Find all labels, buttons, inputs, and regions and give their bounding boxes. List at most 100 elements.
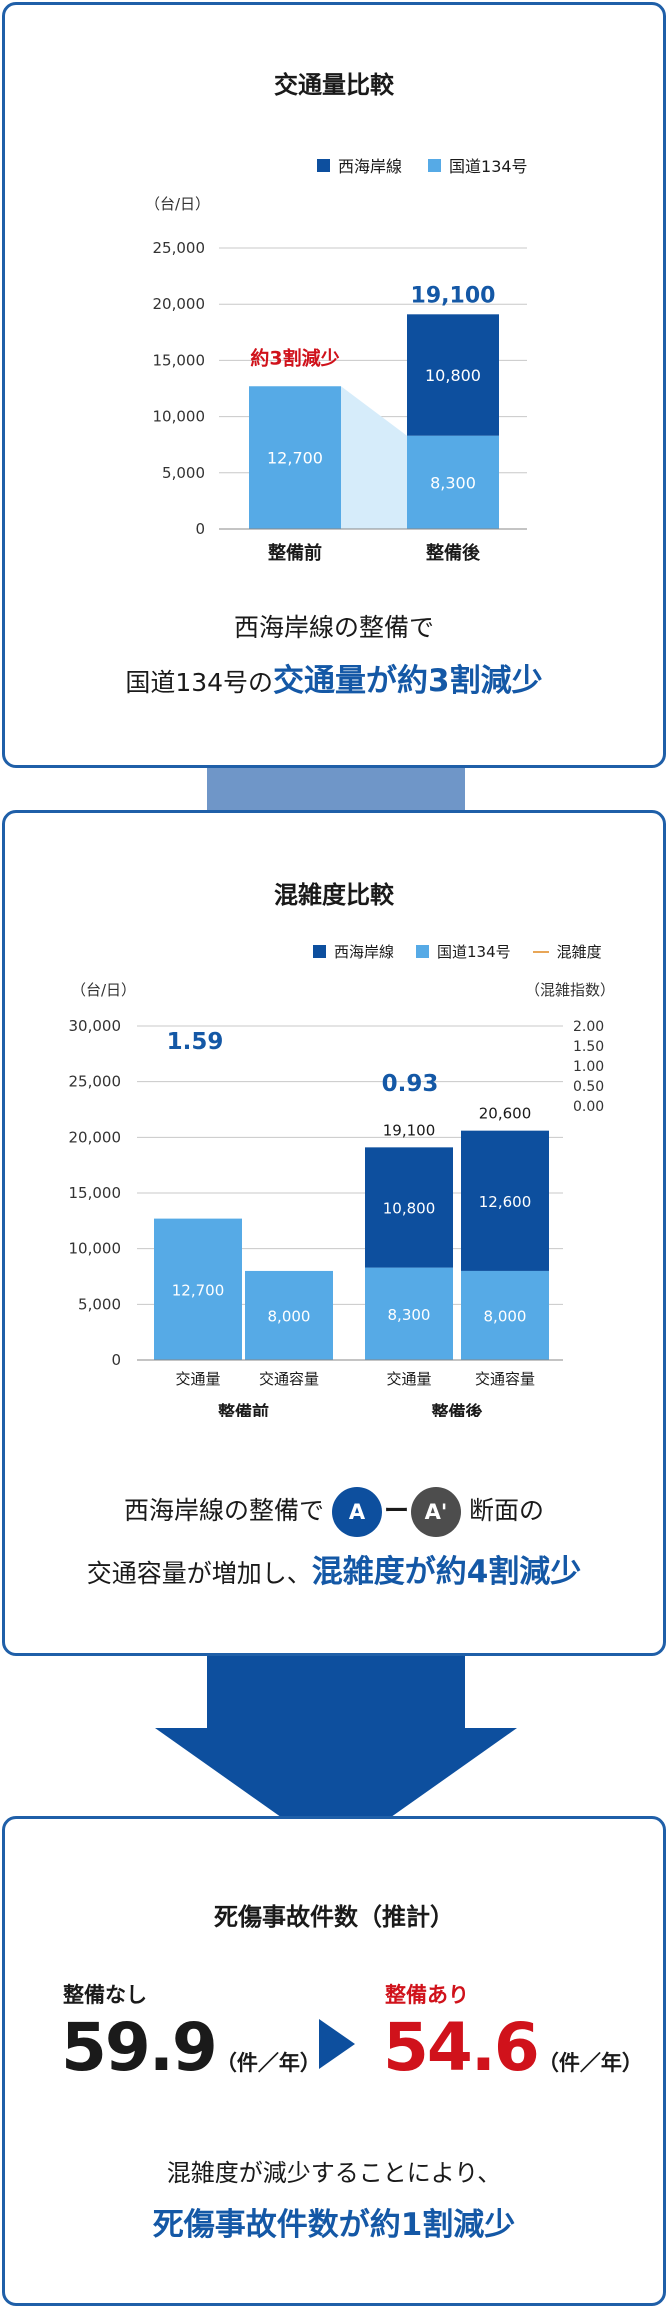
congestion-bar-chart: （台/日） （混雑指数） 0 5,000 10,000 15,000 20,000 25,00…: [69, 981, 616, 1417]
y-axis-unit-label: （台/日）: [71, 981, 136, 999]
section-marker-a: A: [331, 1487, 382, 1537]
traffic-bar-chart: （台/日） 0 5,000 10,000 15,000 20,000 25,000 12,70…: [145, 195, 527, 564]
caption-text: 国道134号の: [125, 668, 274, 697]
bar-segment-route134: [407, 435, 499, 529]
legend-label: 国道134号: [449, 157, 528, 176]
y2-tick-label: 0.00: [573, 1099, 604, 1115]
bar-total-label: 19,100: [411, 283, 496, 308]
x-category-label: 交通容量: [475, 1370, 535, 1388]
before-value: 59.9: [61, 2009, 218, 2086]
y-tick-label: 0: [111, 1351, 121, 1369]
legend-swatch-dark-blue: [317, 158, 330, 172]
panel3-title: 死傷事故件数（推計）: [214, 1903, 454, 1931]
legend-label: 西海岸線: [334, 943, 395, 961]
y-axis-unit-label: （台/日）: [145, 195, 210, 213]
x-group-label: 整備後: [432, 1402, 484, 1417]
panel2-caption-line2: 交通容量が増加し、混雑度が約4割減少: [5, 1546, 663, 1591]
y2-tick-label: 0.50: [573, 1079, 604, 1095]
accident-estimate-panel: 死傷事故件数（推計） 整備なし 59.9（件／年） 整備あり 54.6（件／年）…: [2, 1816, 666, 2306]
x-category-label: 整備前: [267, 542, 322, 564]
bar-segment-west-coast: [365, 1147, 453, 1268]
y-tick-label: 25,000: [69, 1073, 122, 1091]
y-tick-label: 15,000: [69, 1184, 122, 1202]
after-value-block: 54.6（件／年）: [383, 2009, 643, 2086]
legend-swatch-dark-blue: [313, 945, 326, 958]
y-tick-label: 5,000: [78, 1295, 121, 1313]
bar-value-label: 10,800: [425, 366, 481, 385]
bar-segment-route134: [245, 1270, 333, 1360]
x-group-label: 整備前: [218, 1402, 269, 1417]
y-tick-label: 0: [195, 520, 205, 538]
x-category-label: 交通容量: [259, 1370, 319, 1388]
congestion-comparison-panel: 混雑度比較 西海岸線 国道134号 混雑度 （台/日） （混雑指数） 0 5,000 1…: [2, 810, 666, 1656]
bar-value-label: 12,700: [172, 1281, 225, 1299]
legend-label: 国道134号: [437, 943, 511, 961]
panel1-caption-line1: 西海岸線の整備で: [233, 613, 434, 642]
bar-value-label: 8,300: [430, 473, 476, 492]
panel3-caption-line2: 死傷事故件数が約1割減少: [152, 2207, 516, 2243]
unit-label: （件／年）: [537, 2051, 643, 2075]
caption-highlight: 交通量が約3割減少: [273, 663, 543, 699]
chart1-title: 交通量比較: [274, 71, 394, 99]
after-label: 整備あり: [385, 1983, 469, 2007]
y-tick-label: 15,000: [153, 351, 206, 369]
before-label: 整備なし: [63, 1983, 147, 2007]
bar-segment-west-coast: [461, 1130, 549, 1271]
congestion-value-after: 0.93: [382, 1071, 439, 1097]
section-marker-a-prime: A': [411, 1487, 461, 1537]
legend-line-swatch: [532, 950, 549, 953]
bar-value-label: 8,300: [388, 1306, 431, 1324]
bar-segment-route134: [365, 1267, 453, 1360]
bar-segment-route134: [461, 1270, 549, 1360]
y-tick-label: 20,000: [69, 1128, 122, 1146]
legend-label: 混雑度: [556, 943, 602, 961]
traffic-comparison-panel: 交通量比較 西海岸線 国道134号 （台/日） 0 5,000 10,000 15,00…: [2, 2, 666, 768]
y2-tick-label: 2.00: [573, 1019, 604, 1035]
panel2-caption-line1: 西海岸線の整備で A ー A' 断面の: [5, 1485, 663, 1537]
bar-total-label: 20,600: [479, 1105, 532, 1123]
bar-value-label: 12,600: [479, 1193, 532, 1211]
triangle-right-icon: [319, 2019, 355, 2069]
y-tick-label: 20,000: [153, 295, 206, 313]
congestion-value-before: 1.59: [167, 1029, 224, 1055]
y2-tick-label: 1.50: [573, 1039, 604, 1055]
y2-axis-unit-label: （混雑指数）: [525, 981, 615, 999]
y-tick-label: 10,000: [153, 408, 206, 426]
caption-text: 断面の: [468, 1496, 544, 1525]
bar-value-label: 10,800: [383, 1199, 436, 1217]
panel-connector: [207, 768, 465, 811]
bar-value-label: 8,000: [484, 1307, 527, 1325]
x-category-label: 交通量: [386, 1370, 431, 1388]
before-value-block: 59.9（件／年）: [61, 2009, 321, 2086]
after-value: 54.6: [383, 2009, 540, 2086]
y-tick-label: 10,000: [69, 1240, 122, 1258]
bar-segment-west-coast: [407, 314, 499, 436]
y-tick-label: 5,000: [162, 464, 205, 482]
panel3-caption-line1: 混雑度が減少することにより、: [166, 2159, 502, 2187]
panel1-caption-line2: 国道134号の交通量が約3割減少: [5, 655, 663, 700]
x-category-label: 整備後: [425, 542, 481, 564]
caption-text: 西海岸線の整備で: [124, 1496, 325, 1525]
down-arrow-icon: [155, 1656, 517, 1856]
bar-segment-route134: [154, 1218, 242, 1360]
y-tick-label: 30,000: [69, 1017, 122, 1035]
y-tick-label: 25,000: [153, 239, 206, 257]
legend-label: 西海岸線: [338, 157, 403, 176]
bar-value-label: 12,700: [267, 449, 323, 468]
legend-swatch-light-blue: [416, 945, 430, 958]
x-category-label: 交通量: [175, 1370, 220, 1388]
chart1-legend: 西海岸線 国道134号: [317, 153, 528, 177]
reduction-annotation: 約3割減少: [250, 346, 339, 369]
marker-dash: ー: [383, 1496, 409, 1525]
y2-tick-label: 1.00: [573, 1059, 604, 1075]
bar-value-label: 8,000: [268, 1307, 311, 1325]
reduction-area: [341, 386, 407, 529]
bar-total-label: 19,100: [383, 1121, 436, 1139]
caption-text: 交通容量が増加し、: [86, 1559, 312, 1588]
unit-label: （件／年）: [215, 2051, 321, 2075]
legend-swatch-light-blue: [428, 158, 442, 172]
chart2-legend: 西海岸線 国道134号 混雑度: [313, 941, 602, 962]
bar-segment-route134: [249, 386, 341, 529]
caption-highlight: 混雑度が約4割減少: [311, 1554, 582, 1590]
chart2-title: 混雑度比較: [274, 881, 394, 909]
